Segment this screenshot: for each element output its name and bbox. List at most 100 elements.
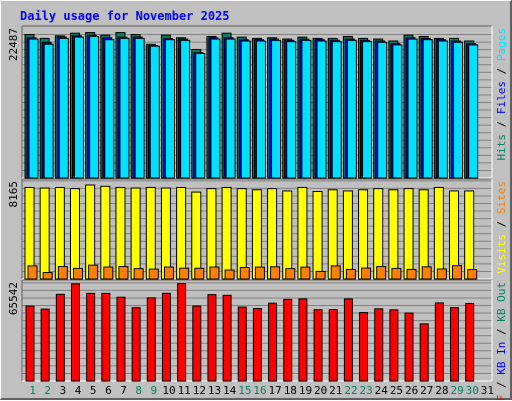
bar-kbf-day-29 [450, 307, 460, 382]
x-tick-label-day-3: 3 [60, 384, 67, 397]
bar-kbf-day-10 [161, 292, 171, 382]
legend-entry-kb-out: KB Out [495, 282, 508, 322]
bar-pages-day-24 [377, 41, 388, 179]
bar-pages-day-16 [255, 40, 266, 179]
bar-sites-day-5 [88, 264, 99, 280]
bar-kbf-day-25 [389, 309, 399, 382]
bar-pages-day-7 [119, 37, 130, 179]
legend-separator: / [495, 375, 508, 395]
x-axis-labels: 1 2 3 4 5 6 7 8 9 10 11 12 13 14 15 16 17 18 19 20 21 22 23 24 2… [29, 384, 494, 397]
x-tick-label-day-25: 25 [390, 384, 403, 397]
bar-visits-day-18 [282, 190, 293, 280]
x-tick-label-day-8: 8 [135, 384, 142, 397]
bar-sites-day-22 [345, 268, 356, 280]
legend-entry-files: Files [495, 81, 508, 114]
bar-sites-day-12 [194, 267, 205, 280]
bar-kbf-day-9 [146, 297, 156, 382]
x-tick-label-day-7: 7 [120, 384, 127, 397]
bar-pages-day-15 [240, 40, 251, 179]
x-tick-label-day-28: 28 [435, 384, 448, 397]
bar-visits-day-28 [433, 186, 444, 280]
bar-pages-day-9 [149, 45, 160, 179]
panel-1-max-label: 8165 [7, 181, 20, 208]
panel-0-legend: Hits / Files / Pages [495, 28, 508, 161]
x-tick-label-day-10: 10 [162, 384, 175, 397]
legend-entry-visits: Visits [495, 234, 508, 274]
x-tick-label-day-26: 26 [405, 384, 418, 397]
bar-sites-day-2 [42, 272, 53, 280]
bar-pages-day-28 [437, 40, 448, 179]
bar-kbf-day-6 [101, 292, 111, 382]
bar-visits-day-3 [54, 186, 65, 280]
bar-pages-day-27 [422, 39, 433, 179]
bar-visits-day-12 [191, 191, 202, 280]
bar-visits-day-17 [267, 188, 278, 280]
bar-visits-day-9 [145, 186, 156, 280]
bar-pages-day-12 [195, 52, 206, 179]
bar-pages-day-5 [89, 35, 100, 179]
bar-sites-day-16 [254, 266, 265, 280]
bar-pages-day-1 [28, 38, 39, 179]
bar-pages-day-26 [407, 38, 418, 179]
x-tick-label-day-22: 22 [344, 384, 357, 397]
bar-kbf-day-20 [313, 309, 323, 382]
bar-pages-day-25 [392, 44, 403, 179]
bar-sites-day-29 [452, 265, 463, 280]
bar-visits-day-13 [206, 188, 217, 280]
bar-sites-day-3 [57, 266, 68, 280]
x-tick-label-day-23: 23 [360, 384, 373, 397]
bar-visits-day-6 [100, 185, 111, 280]
legend-separator: / [495, 322, 508, 342]
legend-entry-sites: Sites [495, 181, 508, 214]
bar-pages-day-10 [164, 39, 175, 179]
bar-sites-day-26 [406, 268, 417, 280]
bar-visits-day-23 [358, 189, 369, 280]
bar-pages-day-30 [468, 44, 479, 179]
bar-visits-day-25 [388, 189, 399, 280]
bar-sites-day-11 [179, 267, 190, 280]
bar-sites-day-14 [224, 269, 235, 280]
bar-kbf-day-24 [374, 308, 384, 382]
bar-visits-day-7 [115, 186, 126, 280]
bar-visits-day-15 [236, 188, 247, 280]
legend-separator: / [495, 114, 508, 134]
legend-entry-pages: Pages [495, 28, 508, 61]
bar-sites-day-25 [391, 267, 402, 280]
panel-2-max-label: 65542 [7, 282, 20, 315]
bar-visits-day-20 [312, 191, 323, 280]
x-tick-label-day-31: 31 [481, 384, 494, 397]
bar-visits-day-19 [297, 186, 308, 280]
bar-sites-day-7 [118, 266, 129, 280]
bar-visits-day-4 [69, 188, 80, 280]
bar-kbf-day-2 [40, 308, 50, 382]
x-tick-label-day-11: 11 [178, 384, 191, 397]
bar-kbf-day-13 [207, 294, 217, 382]
legend-separator: / [495, 61, 508, 81]
bar-sites-day-15 [239, 266, 250, 280]
x-tick-label-day-16: 16 [253, 384, 266, 397]
bar-kbf-day-26 [404, 312, 414, 382]
bar-kbf-day-27 [419, 323, 429, 382]
legend-entry-kb-in: KB In [495, 342, 508, 375]
bar-kbf-day-1 [25, 305, 35, 382]
bar-pages-day-2 [43, 43, 54, 179]
legend-entry-hits: Hits [495, 134, 508, 161]
bar-kbf-day-23 [359, 312, 369, 382]
x-tick-label-day-5: 5 [90, 384, 97, 397]
panel-1-legend: Visits / Sites [495, 181, 508, 274]
bar-visits-day-14 [221, 186, 232, 280]
bar-kbf-day-5 [86, 292, 96, 382]
bar-pages-day-13 [210, 38, 221, 179]
bar-pages-day-14 [225, 38, 236, 179]
bar-kbf-day-30 [465, 302, 475, 382]
bar-pages-day-21 [331, 41, 342, 179]
bar-visits-day-10 [160, 187, 171, 280]
bar-pages-day-20 [316, 40, 327, 179]
bar-kbf-day-7 [116, 296, 126, 382]
bar-kbf-day-11 [177, 283, 187, 382]
bar-pages-day-17 [271, 39, 282, 179]
bar-pages-day-11 [180, 39, 191, 179]
bar-sites-day-9 [148, 268, 159, 280]
